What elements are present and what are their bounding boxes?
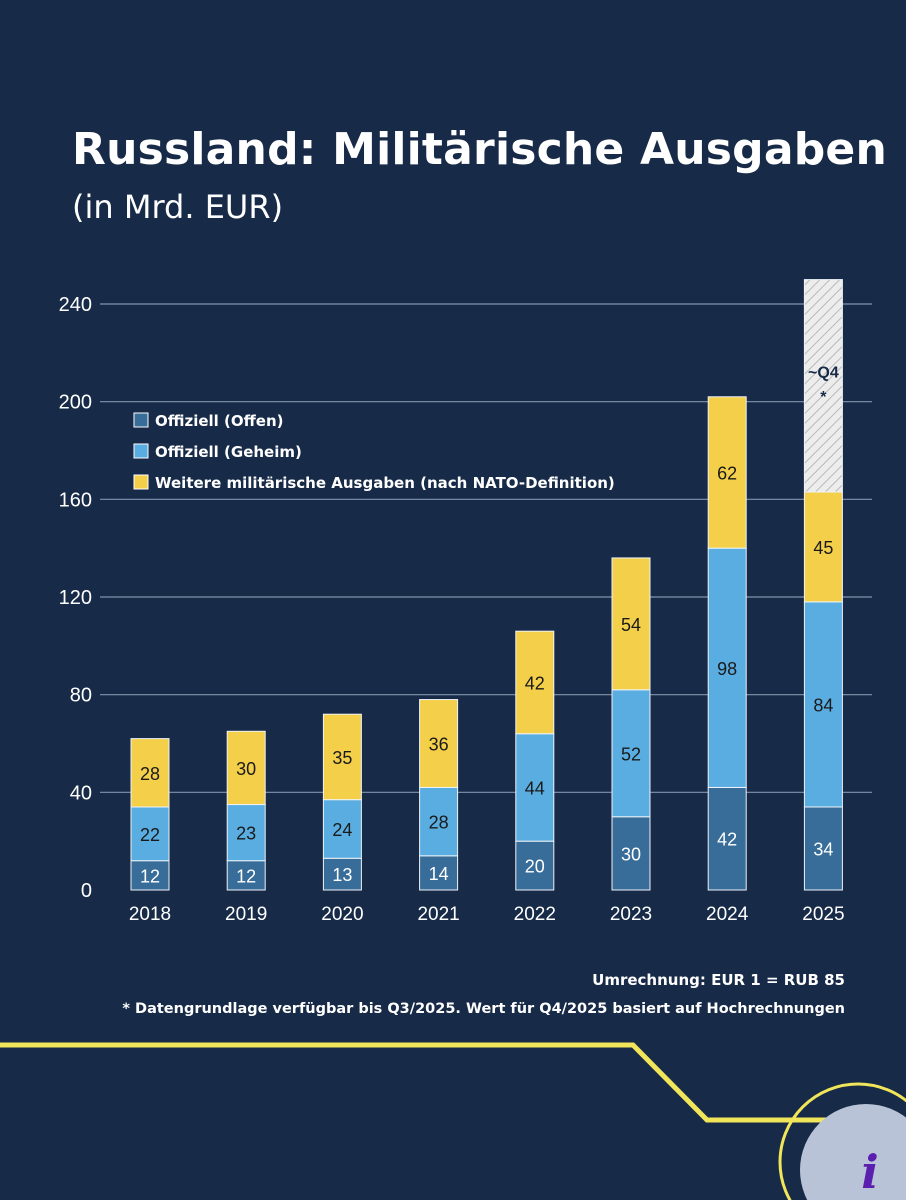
x-tick-label: 2018 <box>129 904 171 925</box>
legend-swatch <box>133 474 149 490</box>
y-tick-label: 160 <box>59 489 92 511</box>
bar-segment <box>322 713 362 801</box>
bar-segment <box>419 855 459 891</box>
data-label: 22 <box>140 825 160 845</box>
data-labels: 12 22 28 12 23 30 13 24 35 14 28 36 20 44 42 30 52 54 42 98… <box>140 364 839 886</box>
data-label: 30 <box>236 759 256 779</box>
bar-segment <box>515 630 555 735</box>
data-label: 13 <box>332 865 352 885</box>
bar-segment <box>226 860 266 891</box>
data-label: 23 <box>236 824 256 844</box>
bar-segment <box>419 699 459 788</box>
yellow-divider-line <box>0 1042 906 1123</box>
x-axis-ticks: 2018 2019 2020 2021 2022 2023 2024 2025 <box>129 904 845 925</box>
y-tick-label: 120 <box>59 587 92 609</box>
y-axis-ticks: 0 40 80 120 160 200 240 <box>59 294 92 902</box>
data-label: 24 <box>332 820 352 840</box>
data-label: 62 <box>717 463 737 483</box>
legend-label: Offiziell (Geheim) <box>155 443 302 461</box>
x-tick-label: 2020 <box>321 904 363 925</box>
data-label: 98 <box>717 659 737 679</box>
data-label: 12 <box>236 866 256 886</box>
legend: Offiziell (Offen) Offiziell (Geheim) Weite… <box>133 412 615 492</box>
data-label: 36 <box>429 735 449 755</box>
data-label: 54 <box>621 615 641 635</box>
y-tick-label: 40 <box>70 782 92 804</box>
chart-subtitle: (in Mrd. EUR) <box>72 188 284 226</box>
data-label: 52 <box>621 744 641 764</box>
conversion-note: Umrechnung: EUR 1 = RUB 85 <box>592 971 845 989</box>
bar-segment <box>130 738 170 808</box>
bar-segment <box>515 733 555 842</box>
bar-segment <box>226 804 266 862</box>
bar-segment <box>803 491 843 603</box>
bar-segment <box>803 601 843 808</box>
chart-title: Russland: Militärische Ausgaben <box>72 124 888 175</box>
bar-segment <box>707 547 747 788</box>
x-tick-label: 2024 <box>706 904 749 925</box>
bar-segment <box>611 689 651 818</box>
info-badge <box>800 1104 906 1200</box>
info-badge-ring <box>778 1082 906 1200</box>
data-label: 44 <box>525 778 545 798</box>
projection-segment <box>803 279 843 493</box>
data-label: 42 <box>525 673 545 693</box>
x-tick-label: 2019 <box>225 904 267 925</box>
x-tick-label: 2022 <box>514 904 556 925</box>
bars <box>130 279 843 891</box>
data-label: 12 <box>140 866 160 886</box>
data-label: 20 <box>525 857 545 877</box>
legend-swatch <box>133 412 149 428</box>
bar-segment <box>707 396 747 549</box>
x-tick-label: 2021 <box>417 904 459 925</box>
stacked-bar-chart: 0 40 80 120 160 200 240 12 22 28 12 23 30 13 24 35 14 28… <box>59 279 872 925</box>
data-label: 84 <box>813 695 833 715</box>
x-tick-label: 2023 <box>610 904 652 925</box>
data-label: 30 <box>621 844 641 864</box>
data-label: 28 <box>429 813 449 833</box>
info-icon: i <box>861 1145 878 1199</box>
projection-label: ~Q4 <box>808 364 839 381</box>
data-label: 34 <box>813 839 833 859</box>
bar-segment <box>515 840 555 891</box>
y-tick-label: 240 <box>59 294 92 316</box>
data-label: 14 <box>429 864 449 884</box>
bar-segment <box>707 786 747 891</box>
data-label: 28 <box>140 764 160 784</box>
projection-asterisk: * <box>820 389 827 406</box>
bar-segment <box>611 816 651 891</box>
bar-segment <box>419 786 459 857</box>
y-tick-label: 80 <box>70 685 92 707</box>
bar-segment <box>611 557 651 691</box>
legend-label: Weitere militärische Ausgaben (nach NATO… <box>155 474 615 492</box>
bar-segment <box>803 806 843 891</box>
data-label: 45 <box>813 538 833 558</box>
legend-swatch <box>133 443 149 459</box>
footnote: * Datengrundlage verfügbar bis Q3/2025. … <box>122 1001 845 1017</box>
y-tick-label: 200 <box>59 392 92 414</box>
data-label: 42 <box>717 830 737 850</box>
y-tick-label: 0 <box>81 880 92 902</box>
bar-segment <box>322 799 362 859</box>
bar-segment <box>226 730 266 806</box>
data-label: 35 <box>332 748 352 768</box>
legend-label: Offiziell (Offen) <box>155 412 284 430</box>
x-tick-label: 2025 <box>802 904 844 925</box>
